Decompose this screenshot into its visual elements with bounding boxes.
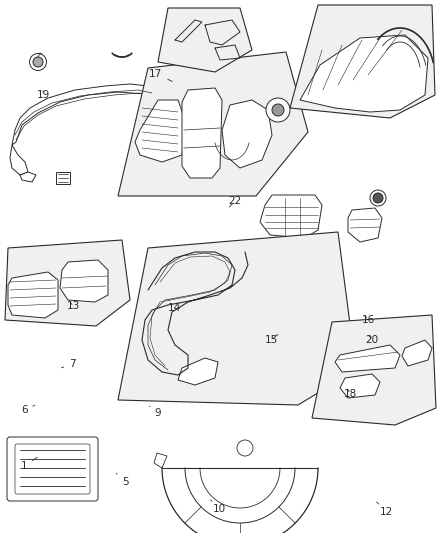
- Text: 22: 22: [228, 197, 241, 207]
- Polygon shape: [299, 35, 427, 112]
- Text: 20: 20: [365, 335, 378, 345]
- FancyBboxPatch shape: [7, 437, 98, 501]
- Text: 1: 1: [21, 457, 37, 471]
- Circle shape: [237, 440, 252, 456]
- Polygon shape: [118, 52, 307, 196]
- Text: 6: 6: [21, 405, 35, 415]
- Polygon shape: [401, 340, 431, 366]
- Polygon shape: [8, 272, 58, 318]
- Polygon shape: [222, 100, 272, 168]
- Polygon shape: [5, 240, 130, 326]
- Polygon shape: [182, 88, 222, 178]
- Polygon shape: [259, 195, 321, 238]
- Circle shape: [265, 98, 290, 122]
- Polygon shape: [339, 374, 379, 398]
- Text: 14: 14: [168, 300, 181, 313]
- Polygon shape: [12, 84, 155, 145]
- Text: 12: 12: [376, 502, 392, 516]
- Polygon shape: [177, 358, 218, 385]
- Text: 18: 18: [343, 390, 356, 399]
- FancyBboxPatch shape: [15, 444, 90, 494]
- Text: 10: 10: [210, 500, 226, 514]
- Circle shape: [372, 193, 382, 203]
- Polygon shape: [158, 8, 251, 72]
- Polygon shape: [118, 232, 355, 405]
- Circle shape: [272, 104, 283, 116]
- Text: 7: 7: [61, 359, 76, 369]
- Polygon shape: [56, 172, 70, 184]
- Text: 17: 17: [149, 69, 172, 82]
- Polygon shape: [290, 5, 434, 118]
- Polygon shape: [10, 145, 28, 175]
- Circle shape: [33, 57, 43, 67]
- Text: 16: 16: [361, 315, 374, 325]
- Polygon shape: [135, 100, 184, 162]
- Polygon shape: [334, 345, 399, 372]
- Polygon shape: [347, 208, 381, 242]
- Text: 13: 13: [67, 302, 80, 311]
- Polygon shape: [60, 260, 108, 302]
- Polygon shape: [311, 315, 435, 425]
- Text: 9: 9: [149, 406, 161, 418]
- Text: 5: 5: [116, 473, 128, 487]
- Text: 15: 15: [264, 334, 277, 345]
- Polygon shape: [20, 172, 36, 182]
- Text: 19: 19: [36, 90, 49, 100]
